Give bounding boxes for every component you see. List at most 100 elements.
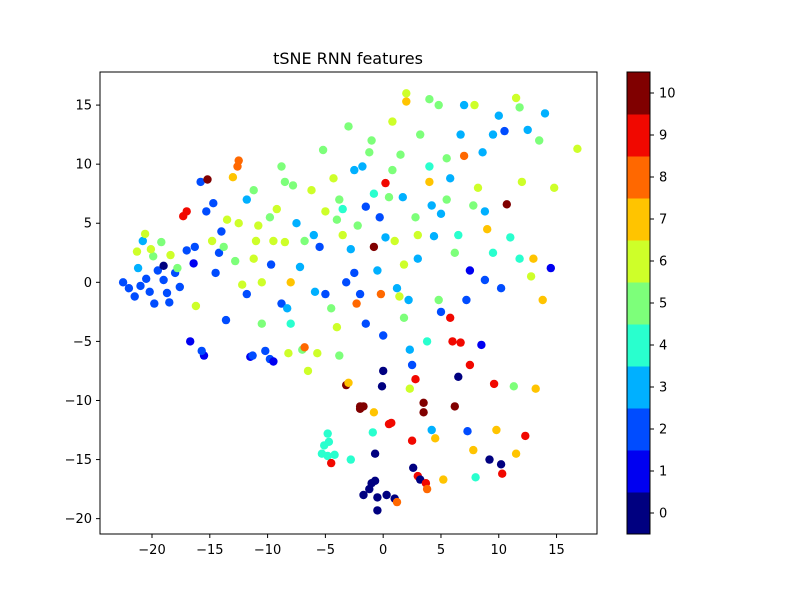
colorbar-segment [627,450,650,493]
colorbar-tick-label: 5 [659,297,667,312]
colorbar-tick-label: 7 [659,213,667,228]
data-point [483,225,492,234]
data-point [355,289,365,299]
colorbar-segment [627,72,650,115]
data-point [222,215,232,224]
data-point [550,183,559,192]
data-point [361,202,370,211]
data-point [130,292,139,301]
data-point [335,195,344,204]
data-point [300,236,309,246]
data-point [307,186,316,195]
colorbar-segment [627,198,650,241]
data-point [388,165,397,175]
y-tick-label: −15 [65,453,92,468]
x-tick-label: −5 [316,543,335,558]
data-point [327,304,336,313]
data-point [157,237,166,247]
x-tick-label: −20 [138,543,165,558]
data-point [269,357,278,366]
y-tick-label: −20 [65,512,92,527]
data-point [286,278,295,287]
data-point [373,493,382,502]
colorbar-segment [627,366,650,409]
data-point [399,313,409,322]
data-point [422,337,432,346]
data-point [407,436,417,445]
data-point [425,177,434,187]
data-point [292,219,301,228]
data-point [219,242,228,252]
x-tick-label: 10 [490,543,507,558]
data-point [359,490,368,500]
data-point [257,278,266,287]
data-point [454,230,463,240]
data-point [387,418,396,428]
colorbar-tick-label: 2 [659,423,667,438]
data-point [197,346,206,356]
data-point [436,307,446,317]
colorbar-segment [627,240,650,283]
data-point [463,427,472,436]
data-point [159,275,168,285]
data-point [189,259,198,268]
data-point [313,349,322,358]
data-point [277,299,286,308]
colorbar-segment [627,114,650,157]
data-point [238,280,247,289]
data-point [395,292,404,301]
data-point [494,111,503,120]
data-point [257,319,266,328]
data-point [300,343,309,352]
data-point [269,236,278,246]
data-point [405,384,414,393]
plot-area: −20 −15 −10 −5 0 5 10 15 −20 −15 −10 −5 0 5 10 15 [65,71,598,558]
data-point [459,100,469,110]
data-point [124,284,134,293]
data-point [209,199,218,208]
data-point [327,458,336,468]
data-point [502,200,511,209]
data-point [442,195,451,204]
plot-frame [99,71,598,535]
data-point [498,469,507,478]
data-point [538,295,547,305]
colorbar-tick-label: 10 [659,87,676,102]
data-point [288,181,298,190]
data-point [425,95,434,104]
data-point [419,398,428,407]
data-point [535,136,544,145]
data-point [150,299,159,308]
data-point [382,490,391,500]
data-point [473,183,483,192]
data-point [448,337,457,346]
data-point [496,284,506,293]
data-point [242,289,251,299]
colorbar-tick-label: 4 [659,339,667,354]
data-point [166,250,175,260]
data-point [407,360,417,370]
data-point [427,201,436,210]
data-point [411,375,420,384]
colorbar-segment [627,492,650,535]
x-tick-label: 5 [437,543,445,558]
data-point [283,304,292,313]
data-point [465,360,475,370]
data-point [342,278,351,287]
data-point [138,236,147,246]
data-point [145,287,154,296]
data-point [162,288,172,298]
data-point [456,338,465,347]
data-point [405,345,414,354]
data-point [140,229,150,239]
data-point [511,93,521,103]
data-point [361,319,370,328]
data-point [546,263,555,273]
data-point [286,319,295,328]
data-point [523,125,532,135]
data-point [450,248,459,257]
data-point [182,246,191,255]
data-point [419,408,428,417]
data-point [431,434,440,443]
x-tick-label: 0 [379,543,387,558]
